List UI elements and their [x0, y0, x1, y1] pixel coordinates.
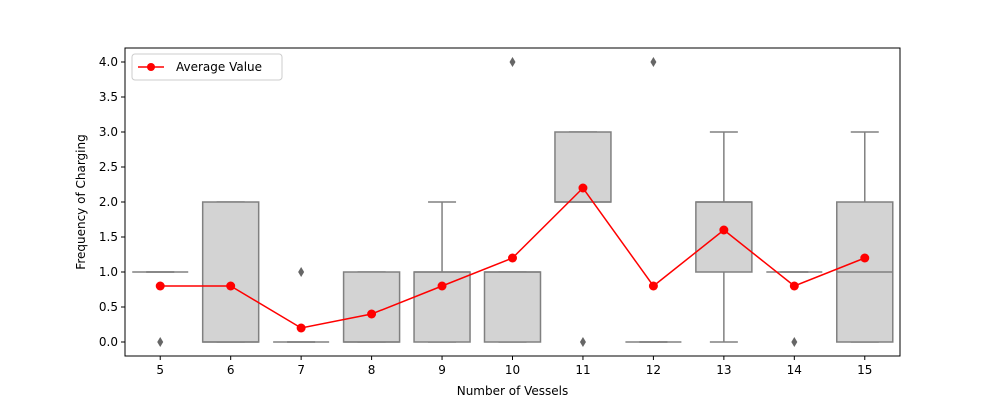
- outlier-point: [650, 57, 657, 67]
- y-axis-label: Frequency of Charging: [74, 134, 88, 269]
- x-tick-label: 9: [438, 363, 446, 377]
- y-tick-label: 1.5: [99, 230, 118, 244]
- box-6: [201, 201, 260, 343]
- average-line-layer: [155, 183, 870, 333]
- x-tick-label: 12: [646, 363, 661, 377]
- boxes-layer: [132, 57, 894, 347]
- box-10: [483, 57, 542, 343]
- y-axis: 0.0 0.5 1.0 1.5 2.0 2.5 3.0 3.5 4.0: [99, 55, 125, 349]
- box-13: [695, 131, 753, 343]
- x-tick-label: 11: [575, 363, 590, 377]
- average-point: [719, 225, 729, 235]
- legend-frame: [131, 53, 283, 81]
- legend-label: Average Value: [176, 60, 262, 74]
- y-tick-label: 2.5: [99, 160, 118, 174]
- outlier-point: [509, 57, 516, 67]
- average-point: [648, 281, 658, 291]
- y-tick-label: 0.5: [99, 300, 118, 314]
- outlier-point: [157, 337, 164, 347]
- average-point: [155, 281, 165, 291]
- y-tick-label: 3.5: [99, 90, 118, 104]
- y-tick-label: 0.0: [99, 335, 118, 349]
- box-7: [273, 267, 330, 343]
- x-tick-label: 5: [156, 363, 164, 377]
- average-point: [508, 253, 517, 263]
- box-body: [483, 271, 542, 343]
- x-axis-label: Number of Vessels: [457, 384, 569, 398]
- x-tick-label: 10: [505, 363, 520, 377]
- box-15: [836, 131, 894, 343]
- outlier-point: [579, 337, 586, 347]
- average-point: [578, 183, 588, 193]
- x-tick-label: 6: [227, 363, 235, 377]
- average-point: [226, 281, 236, 291]
- y-tick-label: 4.0: [99, 55, 118, 69]
- outlier-point: [791, 337, 798, 347]
- average-point: [296, 323, 306, 333]
- y-tick-label: 2.0: [99, 195, 118, 209]
- y-tick-label: 3.0: [99, 125, 118, 139]
- x-axis: 5 6 7 8 9 10 11 12 13 14 15: [156, 356, 872, 377]
- average-point: [789, 281, 799, 291]
- legend: Average Value: [131, 53, 283, 81]
- x-tick-label: 7: [297, 363, 305, 377]
- box-body: [201, 201, 260, 343]
- x-tick-label: 14: [787, 363, 802, 377]
- box-5: [132, 271, 189, 347]
- outlier-point: [298, 267, 305, 277]
- average-point: [367, 309, 377, 319]
- box-12: [625, 57, 682, 343]
- y-tick-label: 1.0: [99, 265, 118, 279]
- box-body: [695, 201, 753, 273]
- x-tick-label: 15: [857, 363, 872, 377]
- x-tick-label: 8: [368, 363, 376, 377]
- legend-marker: [147, 63, 155, 71]
- average-point: [437, 281, 447, 291]
- x-tick-label: 13: [716, 363, 731, 377]
- average-point: [860, 253, 870, 263]
